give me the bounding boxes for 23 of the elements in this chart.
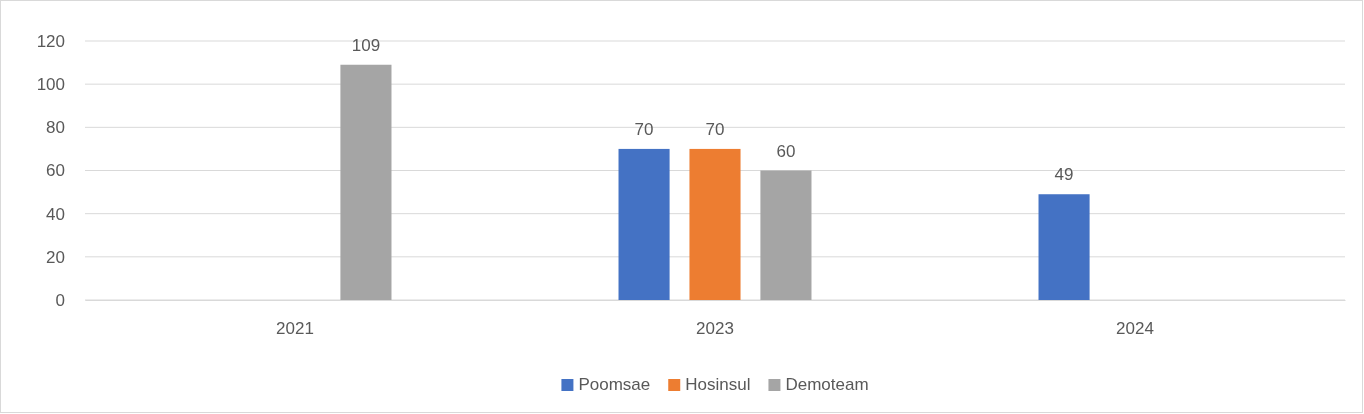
y-tick-label: 120 bbox=[36, 31, 65, 51]
legend-label: Demoteam bbox=[785, 375, 869, 394]
data-label: 109 bbox=[351, 35, 381, 55]
bar bbox=[340, 64, 392, 300]
bar bbox=[689, 148, 741, 300]
data-label: 49 bbox=[1054, 165, 1074, 185]
bar bbox=[1038, 194, 1090, 300]
data-label: 60 bbox=[776, 141, 796, 161]
y-tick-label: 80 bbox=[46, 118, 65, 138]
legend-label: Poomsae bbox=[578, 375, 651, 394]
bar bbox=[618, 148, 670, 300]
data-label: 70 bbox=[705, 119, 725, 139]
bar bbox=[760, 170, 812, 300]
legend-label: Hosinsul bbox=[685, 375, 751, 394]
y-tick-label: 100 bbox=[36, 75, 65, 95]
x-tick-label: 2024 bbox=[1116, 319, 1154, 339]
y-tick-label: 60 bbox=[46, 161, 65, 181]
x-tick-label: 2021 bbox=[276, 319, 314, 339]
y-tick-label: 0 bbox=[55, 290, 65, 310]
y-tick-label: 20 bbox=[46, 247, 65, 267]
y-tick-label: 40 bbox=[46, 204, 65, 224]
x-tick-label: 2023 bbox=[696, 319, 734, 339]
data-label: 70 bbox=[634, 119, 654, 139]
